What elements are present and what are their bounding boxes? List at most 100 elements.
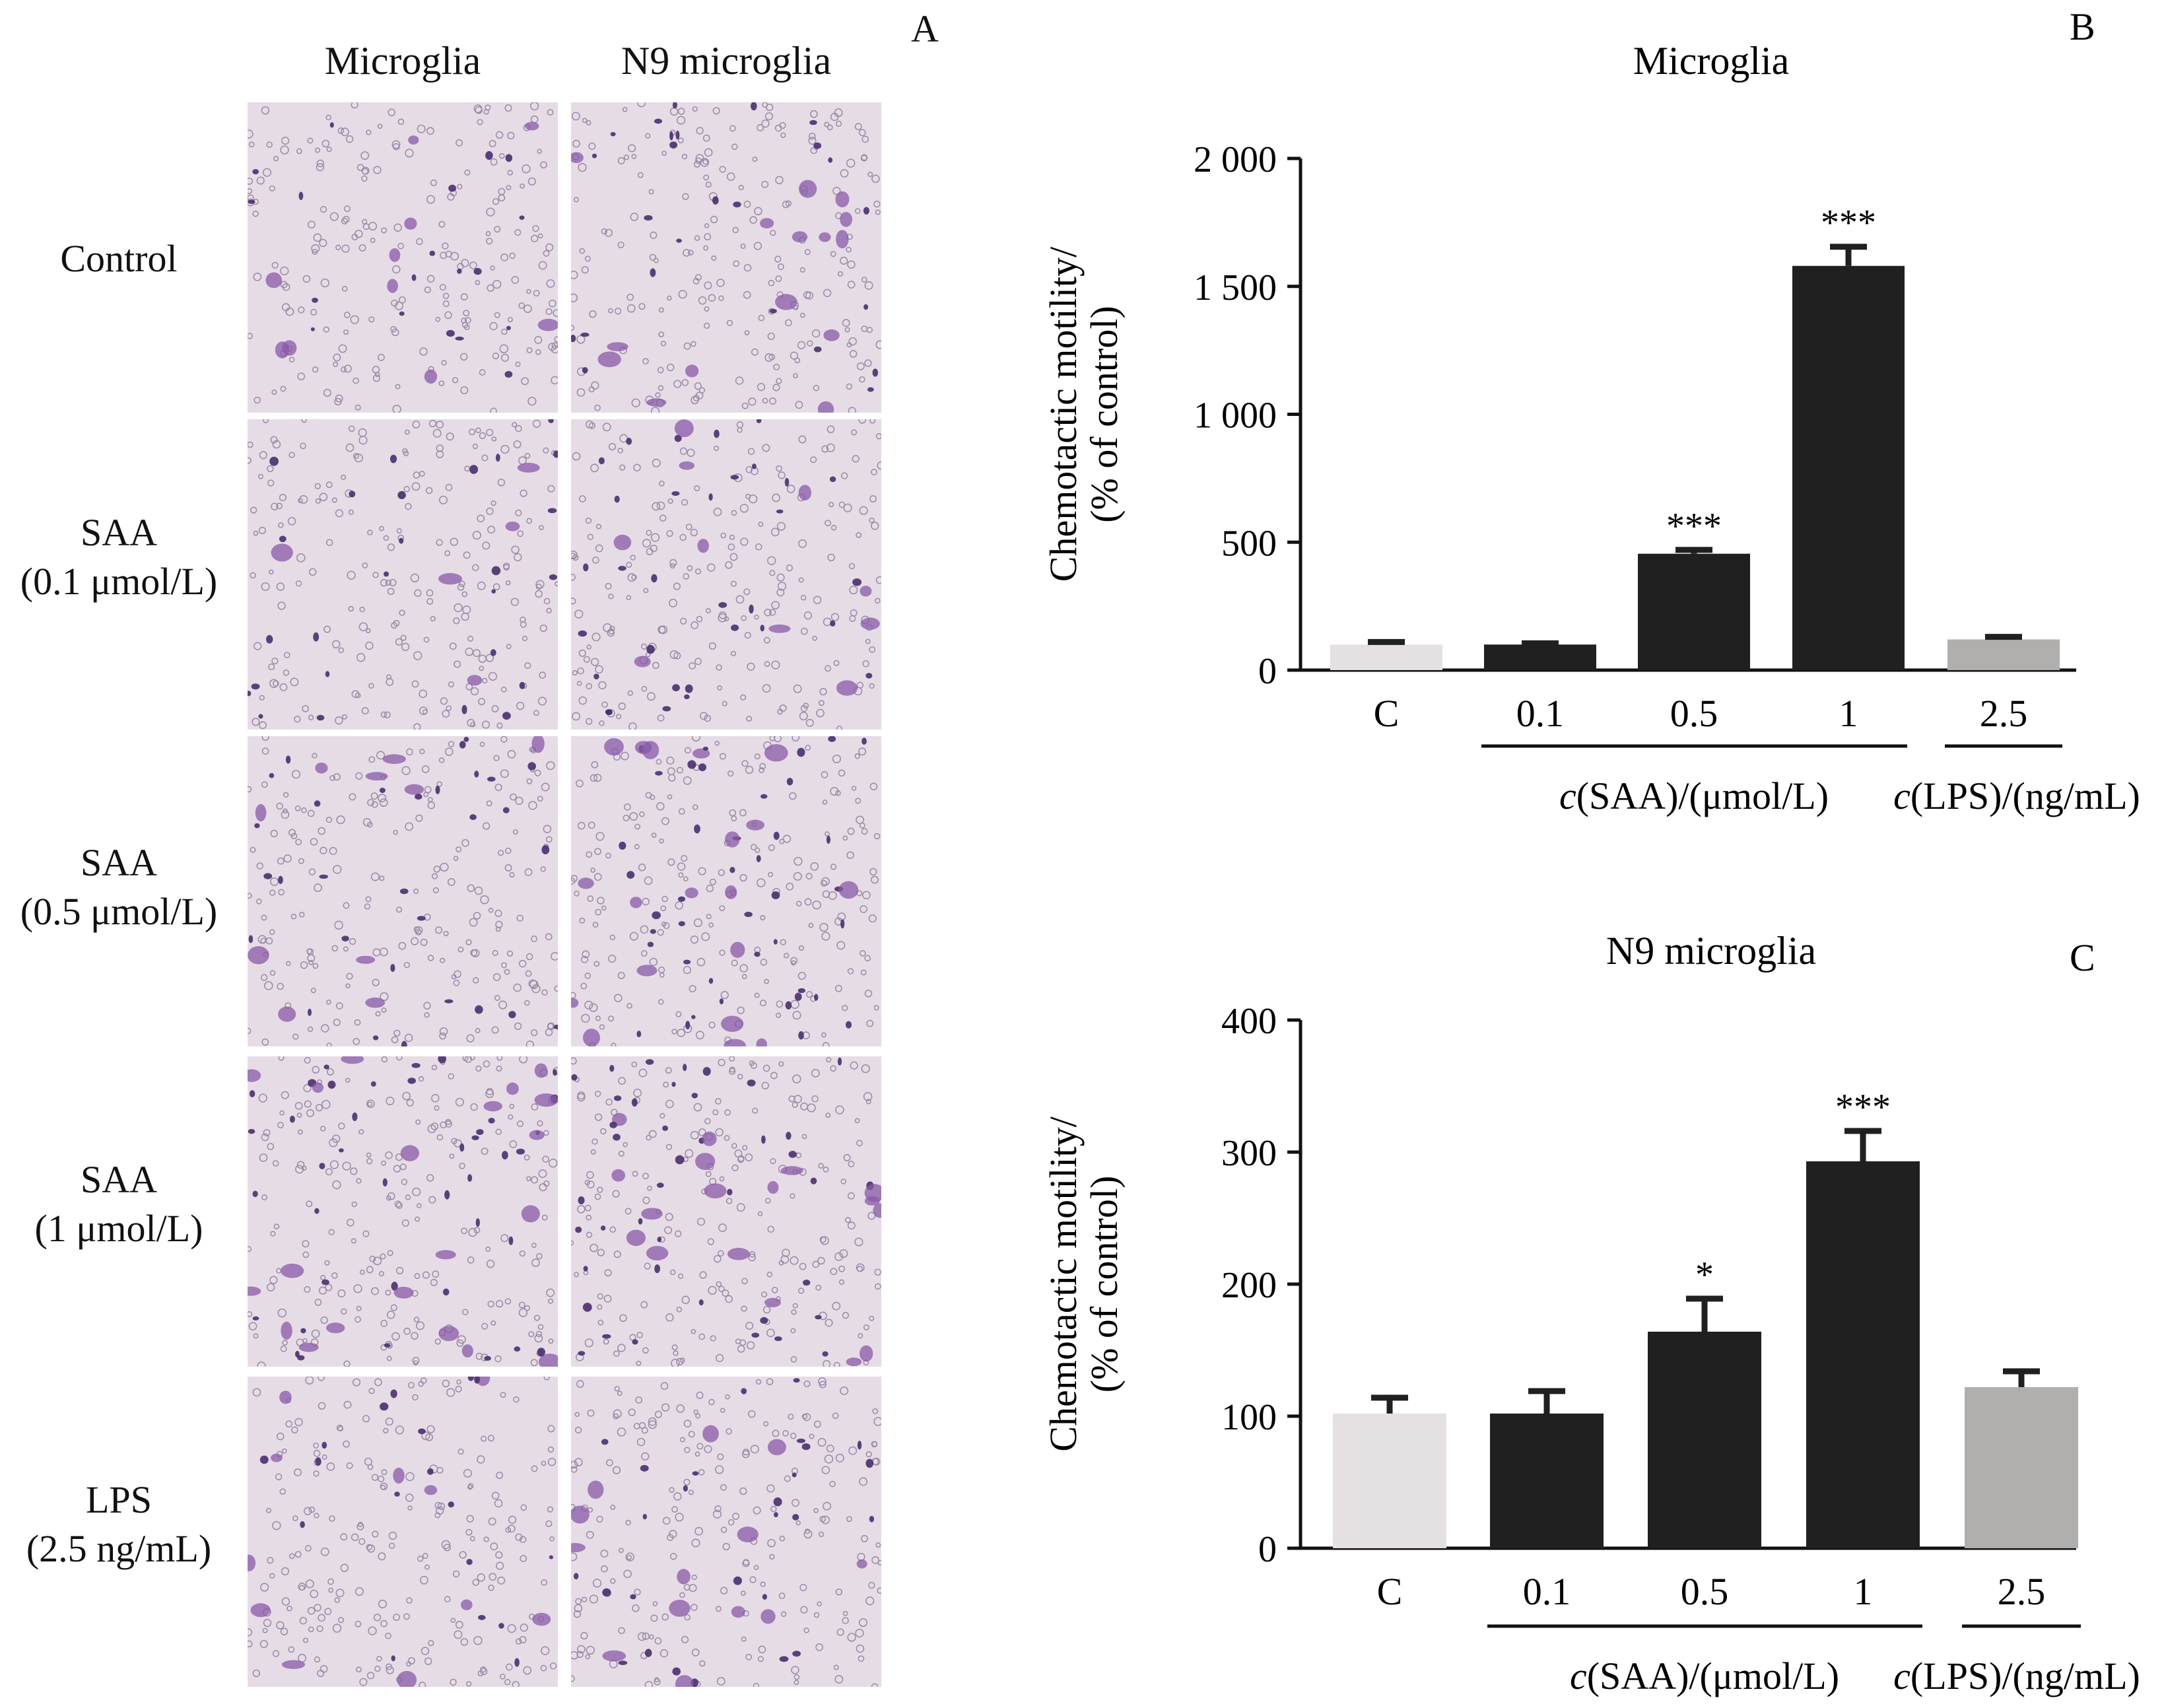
stained-cell (429, 250, 436, 256)
stained-cell (524, 121, 539, 131)
stained-cell (863, 304, 869, 310)
stained-cell (751, 1332, 760, 1338)
stained-cell (600, 1225, 606, 1231)
stained-cell (634, 741, 652, 755)
stained-cell (521, 1205, 540, 1223)
stained-cell (258, 714, 263, 719)
row-label-lps-2-5: LPS (2.5 ng/mL) (26, 1478, 212, 1571)
stained-cell (514, 1658, 520, 1667)
stained-cell (774, 1336, 782, 1342)
stained-cell (857, 1441, 862, 1450)
stained-cell (356, 955, 376, 964)
stained-cell (341, 936, 349, 941)
stained-cell (266, 634, 273, 644)
stained-cell (792, 1651, 801, 1657)
stained-cell (578, 1196, 585, 1205)
stained-cell (644, 1649, 652, 1657)
stained-cell (251, 683, 260, 690)
stained-cell (438, 573, 462, 585)
stained-cell (323, 1064, 329, 1070)
stained-cell (571, 1505, 590, 1524)
stained-cell (697, 539, 709, 553)
stained-cell (435, 1250, 456, 1260)
stained-cell (687, 760, 696, 769)
stained-cell (505, 154, 513, 162)
stained-cell (316, 714, 325, 721)
stained-cell (411, 1063, 421, 1068)
stained-cell (252, 169, 259, 175)
stained-cell (708, 493, 713, 501)
stained-cell (444, 1190, 450, 1200)
stained-cell (281, 1263, 304, 1278)
significance-marker: * (1695, 1254, 1714, 1295)
stained-cell (645, 1059, 654, 1065)
stained-cell (642, 1514, 647, 1520)
bar-2.5 (1965, 1387, 2078, 1548)
stained-cell (506, 325, 511, 330)
stained-cell (601, 1439, 609, 1445)
stained-cell (399, 888, 409, 895)
stained-cell (339, 1148, 344, 1153)
stained-cell (760, 625, 764, 632)
stained-cell (485, 151, 493, 160)
stained-cell (506, 1082, 519, 1095)
stained-cell (646, 644, 655, 654)
stained-cell (718, 601, 727, 608)
stained-cell (836, 680, 858, 696)
micrograph-r2-c2 (571, 419, 881, 730)
x-tick-label: 0.1 (1516, 692, 1565, 735)
stained-cell (448, 1501, 454, 1508)
chart-c-n9-microglia: C N9 microglia 0 100 200 300 400 Chemotactic mo… (1042, 929, 2140, 1697)
stained-cell (365, 997, 386, 1008)
stained-cell (641, 1208, 663, 1220)
stained-cell (582, 367, 588, 374)
stained-cell (613, 534, 632, 551)
stained-cell (632, 1339, 638, 1345)
stained-cell (756, 1038, 767, 1046)
stained-cell (248, 1129, 255, 1134)
stained-cell (604, 738, 624, 756)
stained-cell (417, 916, 426, 921)
stained-cell (719, 998, 724, 1005)
stained-cell (498, 1623, 504, 1629)
stained-cell (265, 272, 283, 289)
stained-cell (683, 1485, 688, 1492)
y-tick-label: 400 (1221, 1001, 1277, 1042)
stained-cell (609, 1065, 615, 1072)
stained-cell (741, 1388, 747, 1394)
stained-cell (571, 1543, 586, 1553)
stained-cell (467, 675, 483, 686)
bar-1 (1806, 1161, 1920, 1548)
stained-cell (773, 1497, 782, 1507)
stained-cell (677, 1569, 691, 1585)
stained-cell (737, 1526, 759, 1543)
stained-cell (517, 463, 540, 473)
stained-cell (259, 1455, 269, 1464)
stained-cell (534, 1063, 548, 1078)
stained-cell (312, 297, 318, 303)
stained-cell (271, 543, 293, 562)
stained-cell (289, 1115, 295, 1123)
stained-cell (285, 755, 291, 764)
stained-cell (618, 566, 626, 571)
stained-cell (837, 1057, 842, 1066)
stained-cell (662, 1125, 669, 1131)
stained-cell (771, 891, 780, 899)
stained-cell (457, 268, 462, 274)
group-label: c(LPS)/(ng/mL) (1893, 774, 2140, 817)
stained-cell (691, 1015, 696, 1019)
stained-cell (779, 1656, 789, 1662)
stained-cell (792, 231, 808, 243)
stained-cell (679, 461, 695, 470)
stained-cell (636, 1031, 642, 1038)
stained-cell (424, 369, 438, 384)
stained-cell (657, 1237, 662, 1243)
stained-cell (459, 1143, 465, 1152)
y-axis-label-line1: Chemotactic motility/ (1042, 1116, 1085, 1451)
stained-cell (399, 311, 405, 316)
stained-cell (390, 1389, 397, 1398)
stained-cell (602, 1334, 611, 1339)
stained-cell (712, 196, 719, 205)
stained-cell (404, 784, 424, 795)
stained-cell (298, 1342, 319, 1352)
